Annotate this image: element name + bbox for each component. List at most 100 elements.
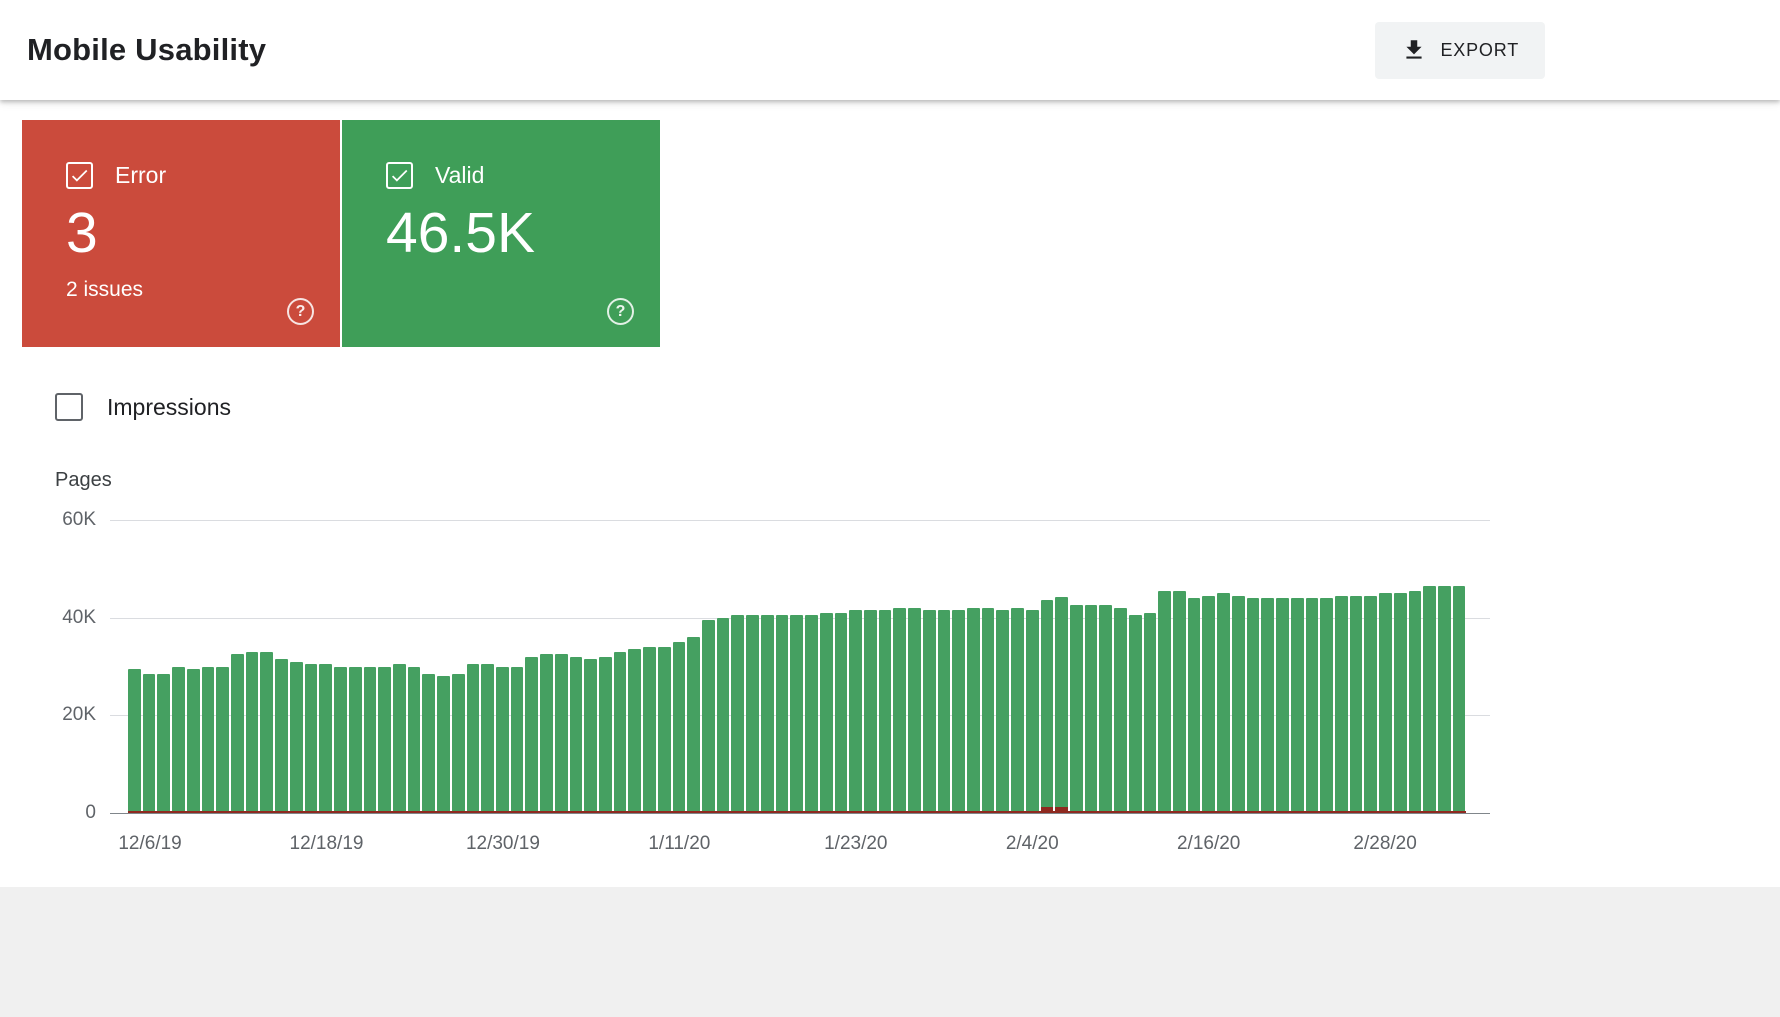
chart-bar[interactable] [1320,520,1333,813]
chart-bar[interactable] [260,520,274,813]
chart-bar[interactable] [378,520,391,813]
chart-bar[interactable] [1246,520,1260,813]
chart-bar[interactable] [1128,520,1142,813]
chart-bar[interactable] [996,520,1010,813]
help-icon[interactable]: ? [607,298,634,325]
chart-bar[interactable] [525,520,539,813]
chart-bar[interactable] [1173,520,1186,813]
chart-bar[interactable] [584,520,597,813]
chart-bar[interactable] [672,520,686,813]
chart-bar[interactable] [790,520,804,813]
chart-bar[interactable] [1393,520,1407,813]
chart-bar[interactable] [1452,520,1466,813]
chart-bar[interactable] [1423,520,1436,813]
chart-bar[interactable] [392,520,406,813]
chart-bar[interactable] [1379,520,1392,813]
chart-bar[interactable] [643,520,656,813]
chart-bar[interactable] [495,520,509,813]
chart-bar[interactable] [1025,520,1039,813]
chart-bar[interactable] [1143,520,1157,813]
chart-bar[interactable] [1305,520,1319,813]
chart-bar[interactable] [466,520,480,813]
chart-bar[interactable] [128,520,141,813]
chart-bar[interactable] [893,520,907,813]
chart-bar[interactable] [613,520,627,813]
chart-bar[interactable] [1187,520,1201,813]
chart-bar[interactable] [481,520,494,813]
chart-bar[interactable] [760,520,774,813]
chart-bar[interactable] [981,520,995,813]
chart-bar[interactable] [1276,520,1289,813]
chart-bar[interactable] [172,520,185,813]
export-button[interactable]: EXPORT [1374,21,1545,79]
valid-checkbox[interactable] [386,162,413,189]
chart-bar[interactable] [1158,520,1172,813]
chart-bar[interactable] [805,520,818,813]
chart-bar[interactable] [245,520,259,813]
chart-bar[interactable] [746,520,759,813]
chart-bar[interactable] [628,520,642,813]
chart-bar[interactable] [937,520,951,813]
chart-bar[interactable] [319,520,333,813]
chart-bar[interactable] [1408,520,1422,813]
error-card[interactable]: Error 3 2 issues ? [22,120,340,347]
chart-bar[interactable] [1011,520,1024,813]
chart-bar[interactable] [540,520,553,813]
chart-bar[interactable] [1334,520,1348,813]
chart-bar[interactable] [289,520,303,813]
chart-bar[interactable] [304,520,318,813]
help-icon[interactable]: ? [287,298,314,325]
chart-bar[interactable] [599,520,612,813]
chart-bar[interactable] [407,520,421,813]
impressions-toggle[interactable]: Impressions [55,393,231,421]
chart-bar[interactable] [702,520,715,813]
chart-bar[interactable] [922,520,936,813]
chart-bar[interactable] [863,520,877,813]
chart-bar[interactable] [1070,520,1083,813]
impressions-checkbox[interactable] [55,393,83,421]
chart-bar[interactable] [908,520,921,813]
chart-bar[interactable] [687,520,701,813]
chart-bar[interactable] [216,520,230,813]
chart-bar[interactable] [231,520,244,813]
chart-bar[interactable] [1114,520,1127,813]
chart-bar[interactable] [819,520,833,813]
chart-bar[interactable] [1202,520,1216,813]
chart-bar[interactable] [775,520,789,813]
chart-bar[interactable] [731,520,745,813]
chart-bar[interactable] [348,520,362,813]
chart-bar[interactable] [142,520,156,813]
chart-bar[interactable] [451,520,465,813]
chart-bar[interactable] [1217,520,1230,813]
chart-bar[interactable] [878,520,892,813]
chart-bar[interactable] [1364,520,1378,813]
chart-bar[interactable] [1349,520,1363,813]
chart-bar[interactable] [849,520,862,813]
chart-bar[interactable] [422,520,436,813]
chart-bar[interactable] [510,520,524,813]
chart-bar[interactable] [834,520,848,813]
valid-card[interactable]: Valid 46.5K ? [342,120,660,347]
chart-bar[interactable] [186,520,200,813]
chart-bar[interactable] [1084,520,1098,813]
chart-bar[interactable] [201,520,215,813]
chart-bar[interactable] [363,520,377,813]
chart-bar[interactable] [1437,520,1451,813]
chart-bar[interactable] [716,520,730,813]
chart-bar[interactable] [1040,520,1054,813]
chart-bar[interactable] [966,520,980,813]
chart-bar[interactable] [1055,520,1068,813]
chart-bar[interactable] [1261,520,1275,813]
chart-bar[interactable] [1231,520,1245,813]
chart-bar[interactable] [952,520,965,813]
chart-bar[interactable] [157,520,171,813]
chart-bar[interactable] [657,520,671,813]
chart-bar[interactable] [554,520,568,813]
chart-bar[interactable] [334,520,347,813]
chart-bar[interactable] [275,520,288,813]
chart-bar[interactable] [1099,520,1113,813]
error-checkbox[interactable] [66,162,93,189]
chart-bar[interactable] [437,520,450,813]
chart-bar[interactable] [1290,520,1304,813]
chart-bar[interactable] [569,520,583,813]
